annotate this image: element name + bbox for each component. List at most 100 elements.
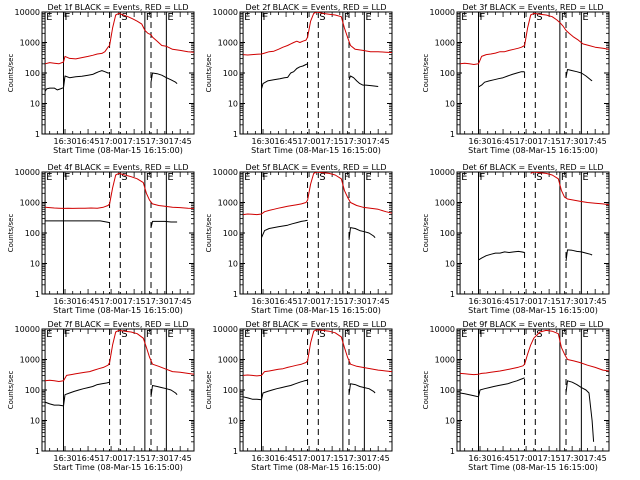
x-tick-label: 17:00 [298,137,321,146]
events-series-line [150,220,178,228]
marker-label: E [365,172,371,183]
marker-label: F [262,329,268,340]
y-tick-label: 100 [223,69,238,78]
lld-series-line [460,12,609,65]
events-series-line [478,71,525,88]
marker-label: F [262,172,268,183]
y-tick-label: 1 [233,447,238,456]
lld-series-line [243,172,392,216]
marker-label: E [46,172,52,183]
y-tick-label: 100 [440,229,455,238]
y-tick-label: 10000 [213,168,238,177]
x-tick-label: 17:45 [584,454,607,463]
y-axis-label: Counts/sec [422,54,430,93]
marker-label: S [536,172,542,183]
x-tick-label: 16:45 [77,297,100,306]
marker-label: S [319,12,325,23]
events-series-line [261,63,308,90]
series-group [242,329,392,401]
x-tick-label: 17:15 [321,137,344,146]
x-tick-label: 17:30 [344,454,367,463]
x-tick-label: 17:45 [367,297,390,306]
chart-title: Det 9f BLACK = Events, RED = LLD [462,320,603,329]
y-tick-label: 1 [233,290,238,299]
series-group [45,172,194,228]
events-series-line [348,227,376,240]
marker-label: E [244,12,250,23]
y-tick-label: 1000 [218,356,238,365]
chart-panel: 1 10 100 1000 10000 16:30 16:45 17:00 17:15 17:30… [205,3,393,155]
y-tick-label: 10000 [15,168,40,177]
y-tick-label: 10 [30,100,40,109]
marker-label: S [121,329,127,340]
y-tick-label: 1 [35,290,40,299]
events-series-line [565,249,593,262]
y-tick-label: 1000 [435,199,455,208]
y-tick-label: 10000 [430,325,455,334]
x-tick-label: 17:00 [515,454,538,463]
y-axis-label: Counts/sec [422,371,430,410]
marker-label: E [461,12,467,23]
x-axis-label: Start Time (08-Mar-15 16:15:00) [468,306,598,315]
y-tick-label: 10 [445,100,455,109]
y-tick-label: 1000 [20,199,40,208]
y-axis-label: Counts/sec [7,54,15,93]
y-tick-label: 100 [440,69,455,78]
series-group [44,12,194,92]
x-tick-label: 16:30 [468,137,491,146]
events-series-line [45,220,110,224]
marker-label: E [461,329,467,340]
chart-panel: 1 10 100 1000 10000 16:30 16:45 17:00 17:15 17:30… [205,320,393,472]
x-tick-label: 17:45 [367,137,390,146]
y-tick-label: 10000 [15,325,40,334]
series-group [478,172,609,262]
chart-panel: 1 10 100 1000 10000 16:30 16:45 17:00 17:15 17:30… [422,3,610,155]
x-tick-label: 17:15 [321,454,344,463]
chart-panel: 1 10 100 1000 10000 16:30 16:45 17:00 17:15 17:30… [7,3,195,155]
x-axis-label: Start Time (08-Mar-15 16:15:00) [251,306,381,315]
y-tick-label: 10000 [15,8,40,17]
chart-title: Det 7f BLACK = Events, RED = LLD [47,320,188,329]
x-tick-label: 16:45 [275,137,298,146]
y-axis-label: Counts/sec [205,54,213,93]
x-tick-label: 17:30 [146,454,169,463]
marker-label: E [461,172,467,183]
events-series-line [44,70,110,92]
events-series-line [150,72,178,84]
chart-panel: 1 10 100 1000 10000 16:30 16:45 17:00 17:15 17:30… [422,320,610,472]
y-tick-label: 10000 [430,8,455,17]
x-tick-label: 17:15 [123,297,146,306]
chart-title: Det 3f BLACK = Events, RED = LLD [462,3,603,12]
events-series-line [150,385,178,397]
y-tick-label: 1000 [435,356,455,365]
y-tick-label: 1 [450,290,455,299]
x-tick-label: 17:45 [367,454,390,463]
events-series-line [261,219,308,238]
x-axis-label: Start Time (08-Mar-15 16:15:00) [251,463,381,472]
lld-series-line [243,329,392,377]
y-tick-label: 100 [223,229,238,238]
marker-label: F [561,172,567,183]
marker-label: E [365,329,371,340]
marker-label: E [167,12,173,23]
chart-panel: 1 10 100 1000 10000 16:30 16:45 17:00 17:15 17:30… [205,163,393,315]
marker-label: F [64,12,70,23]
x-axis-label: Start Time (08-Mar-15 16:15:00) [468,463,598,472]
x-tick-label: 17:30 [561,454,584,463]
y-tick-label: 1000 [20,356,40,365]
y-tick-label: 100 [440,386,455,395]
x-tick-label: 17:30 [561,297,584,306]
y-tick-label: 10000 [213,325,238,334]
marker-label: F [64,172,70,183]
x-tick-label: 17:30 [146,137,169,146]
x-tick-label: 17:30 [146,297,169,306]
x-tick-label: 17:00 [515,137,538,146]
lld-series-line [45,172,194,209]
x-tick-label: 17:15 [321,297,344,306]
x-tick-label: 16:45 [77,454,100,463]
marker-label: F [146,329,152,340]
series-group [460,329,609,442]
y-tick-label: 1000 [20,39,40,48]
y-tick-label: 1000 [218,39,238,48]
x-tick-label: 16:30 [468,297,491,306]
